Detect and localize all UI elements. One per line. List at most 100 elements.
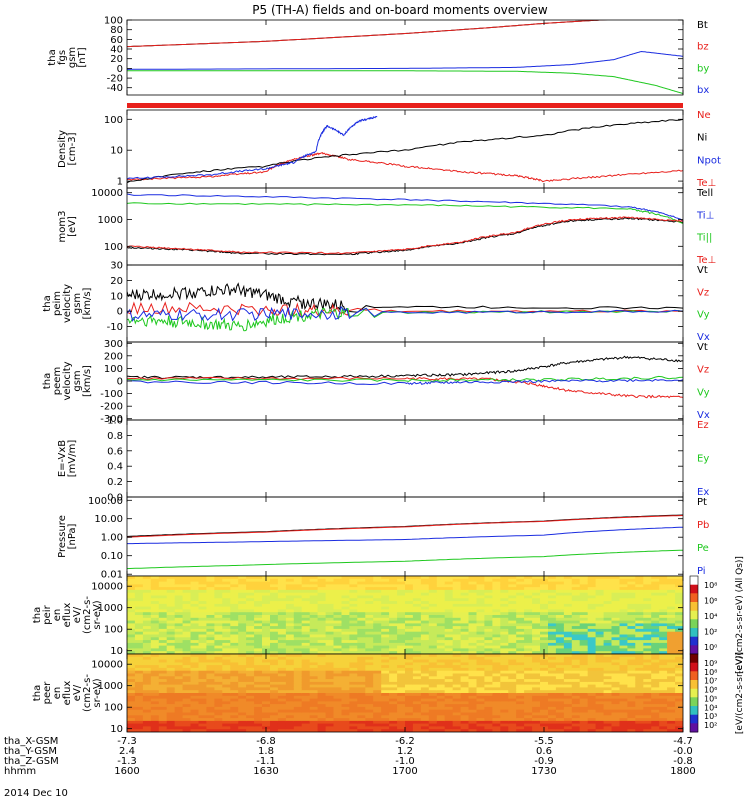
legend-entry: Pe: [697, 543, 709, 554]
legend-entry: Pt: [697, 497, 707, 508]
y-tick-label: 10: [110, 646, 123, 657]
y-axis-label: peir: [42, 604, 53, 624]
series-line-temperature-0: [127, 217, 683, 256]
ephemeris-value: -1.1: [256, 756, 276, 767]
ephemeris-value: 1.8: [258, 746, 274, 757]
y-axis-label: tha: [32, 607, 43, 623]
y-axis-label: [km/s]: [82, 365, 93, 397]
series-line-peim-velocity-1: [127, 301, 683, 318]
y-axis-label: tha: [32, 685, 43, 701]
ephemeris-value: 1.2: [397, 746, 413, 757]
y-axis-label: velocity: [62, 284, 73, 323]
y-tick-label: 1: [117, 177, 123, 188]
y-tick-label: 0: [117, 307, 123, 318]
y-tick-label: 0.4: [107, 462, 123, 473]
colorbar-tick-label: 10⁴: [704, 612, 717, 621]
colorbar-tick-label: 10²: [704, 721, 717, 730]
ephemeris-value: 1600: [114, 766, 139, 777]
ephemeris-value: -5.5: [534, 736, 554, 747]
y-tick-label: -100: [100, 389, 123, 400]
legend-temperature: Tell Ti⊥ Ti|| Te⊥: [696, 188, 716, 266]
ephemeris-value: 2.4: [119, 746, 135, 757]
panel-pressure: Pt Pb Pe Pi 100.00 10.00 1.00 0.10 0.01 Pressure[…: [57, 496, 709, 581]
y-axis-label: sr-eV): [92, 600, 103, 629]
series-line-peem-velocity-0: [127, 355, 683, 380]
ephemeris-row-label: tha_Y-GSM: [4, 746, 57, 757]
y-tick-label: -20: [107, 74, 123, 85]
y-tick-label: 100: [104, 115, 123, 126]
ephemeris-value: -0.0: [673, 746, 693, 757]
legend-entry: Tell: [696, 188, 713, 199]
ephemeris-table: tha_X-GSM -7.3 -6.8 -6.2 -5.5 -4.7 tha_Y-GSM 2.…: [4, 736, 696, 777]
legend-pressure: Pt Pb Pe Pi: [697, 497, 709, 577]
y-axis-label: eflux: [62, 603, 73, 628]
y-axis-label: Pressure: [57, 515, 68, 558]
colorbar-tick-label: 10⁸: [704, 668, 717, 677]
y-tick-label: 300: [104, 339, 123, 350]
y-tick-label: 100: [104, 16, 123, 27]
series-line-peem-velocity-2: [127, 375, 683, 383]
y-axis-label: eV/: [72, 684, 83, 701]
y-tick-label: 10000: [91, 582, 123, 593]
y-axis-label: [nPa]: [67, 523, 78, 549]
legend-peem-velocity: Vt Vz Vy Vx: [697, 342, 710, 421]
y-axis-label: sr-eV): [92, 678, 103, 707]
series-line-density-1: [127, 118, 683, 184]
y-tick-label: 0: [117, 377, 123, 388]
y-tick-label: 0: [117, 64, 123, 75]
y-axis-label: E=-VxB: [57, 440, 68, 477]
y-axis-label: gsm: [72, 293, 83, 314]
series-line-fgs-2: [127, 70, 683, 94]
colorbar-tick-label: 10⁵: [704, 694, 717, 703]
y-axis-label: en: [52, 609, 63, 622]
y-tick-label: 0.01: [101, 570, 123, 581]
y-tick-label: 100: [104, 364, 123, 375]
y-tick-label: 1.00: [101, 533, 123, 544]
colorbar-tick-label: 10³: [704, 712, 717, 721]
ephemeris-value: -7.3: [117, 736, 137, 747]
legend-entry: Te⊥: [696, 178, 716, 189]
ephemeris-value: 1700: [392, 766, 417, 777]
y-axis-label: mom3: [57, 211, 68, 243]
y-axis-label: [nT]: [77, 47, 88, 67]
series-line-pressure-1: [127, 515, 683, 538]
y-tick-label: 40: [110, 45, 123, 56]
legend-entry: Vt: [697, 265, 708, 276]
date-label: 2014 Dec 10: [4, 788, 68, 799]
y-tick-label: 100: [104, 625, 123, 636]
y-tick-label: 10000: [91, 188, 123, 199]
panel-frame: [126, 496, 684, 577]
series-line-density-0: [127, 151, 683, 183]
y-axis-label: [eV]: [67, 216, 78, 237]
colorbar-tick-label: 10²: [704, 628, 717, 637]
ephemeris-row-label: tha_Z-GSM: [4, 756, 59, 767]
legend-entry: Ne: [697, 110, 711, 121]
legend-fgs: Bt bz by bx: [697, 20, 709, 96]
y-tick-label: 30: [110, 261, 123, 272]
y-tick-label: 0.6: [107, 446, 123, 457]
panel-frame: [126, 264, 684, 343]
series-line-temperature-1: [127, 193, 683, 222]
y-axis-label: peem: [52, 367, 63, 395]
series-line-temperature-3: [127, 216, 683, 255]
ephemeris-value: -1.0: [395, 756, 415, 767]
y-axis-label: gsm: [72, 370, 83, 391]
y-tick-label: 20: [110, 54, 123, 65]
spectrogram-peir-eflux: [127, 576, 683, 654]
legend-entry: Vz: [697, 287, 709, 298]
legend-peim-velocity: Vt Vz Vy Vx: [697, 265, 710, 343]
y-tick-label: -40: [107, 83, 123, 94]
series-line-fgs-1: [127, 20, 608, 48]
y-tick-label: 1000: [98, 603, 123, 614]
series-line-density-2: [127, 116, 378, 180]
legend-entry: Vt: [697, 342, 708, 353]
y-tick-label: 60: [110, 35, 123, 46]
legend-efield: Ez Ey Ex: [697, 420, 709, 498]
series-line-pressure-2: [127, 549, 683, 570]
y-tick-label: 0.8: [107, 431, 123, 442]
y-tick-label: -300: [100, 414, 123, 425]
y-axis-label: eflux: [62, 681, 73, 706]
legend-entry: Te⊥: [696, 255, 716, 266]
